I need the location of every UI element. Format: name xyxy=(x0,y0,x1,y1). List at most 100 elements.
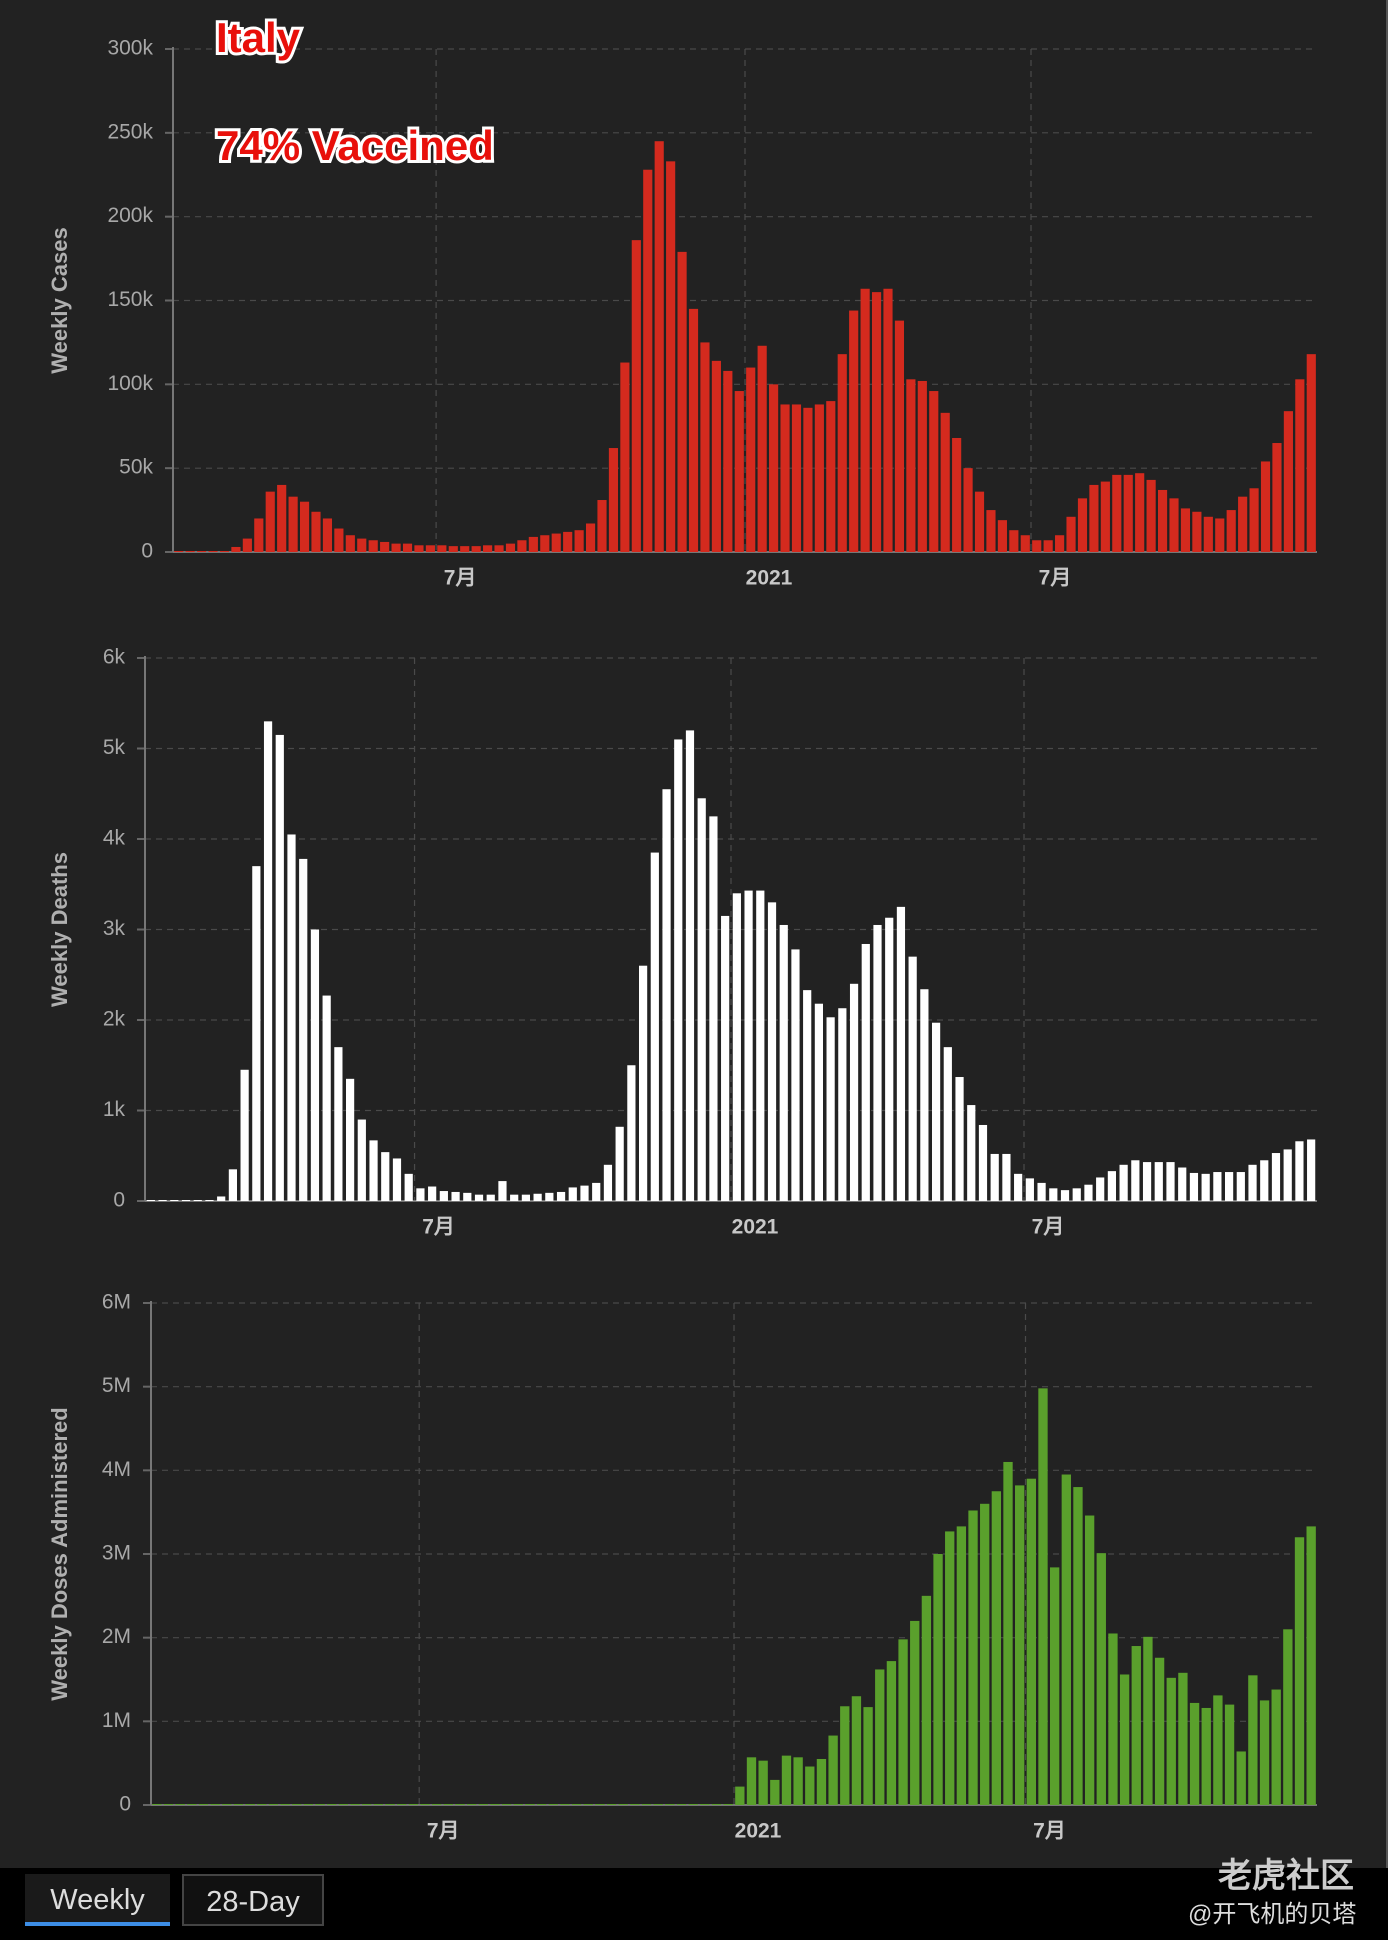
tab-weekly[interactable]: Weekly xyxy=(25,1874,170,1926)
tab-bar: Weekly 28-Day 老虎社区 @开飞机的贝塔 xyxy=(0,1857,1388,1940)
bar xyxy=(943,1047,952,1201)
bar xyxy=(373,1804,384,1805)
bar xyxy=(1096,1553,1106,1805)
bar xyxy=(1249,488,1259,552)
bar xyxy=(551,533,561,552)
bar xyxy=(1146,479,1156,552)
bar xyxy=(734,391,744,552)
bar xyxy=(1055,535,1065,552)
bar xyxy=(955,1077,964,1201)
y-tick-label: 0 xyxy=(141,540,153,563)
bar xyxy=(863,1707,873,1805)
bar xyxy=(805,1766,815,1805)
bar xyxy=(1295,379,1305,552)
bar xyxy=(252,866,261,1201)
bar xyxy=(826,401,836,552)
bar xyxy=(1131,1646,1141,1805)
chart-title: Italy xyxy=(216,14,301,61)
bar xyxy=(597,500,607,552)
bar xyxy=(1060,1190,1070,1201)
bar xyxy=(533,1193,542,1201)
bar xyxy=(265,491,275,552)
bar xyxy=(1131,1160,1140,1201)
bar xyxy=(1154,1657,1165,1805)
bar xyxy=(700,1804,710,1805)
bar xyxy=(385,1804,395,1805)
tab-28-day[interactable]: 28-Day xyxy=(182,1874,324,1926)
bar xyxy=(826,1017,835,1201)
bar xyxy=(986,510,996,552)
bar xyxy=(268,1804,279,1805)
bar xyxy=(345,535,355,552)
bar xyxy=(595,1804,605,1805)
bar xyxy=(1224,1704,1235,1805)
bar xyxy=(875,1669,885,1805)
bar xyxy=(1135,473,1145,552)
bar xyxy=(781,1755,792,1805)
bar xyxy=(723,370,733,552)
bar xyxy=(408,1804,419,1805)
bar xyxy=(451,1191,460,1201)
bar xyxy=(1213,1172,1222,1201)
bar xyxy=(545,1192,554,1201)
bar xyxy=(466,1804,477,1805)
bar xyxy=(322,518,333,552)
bar xyxy=(432,1804,442,1805)
bar xyxy=(322,995,331,1201)
bar xyxy=(478,1804,488,1805)
bar xyxy=(369,1140,378,1201)
bar xyxy=(1236,1751,1246,1805)
y-tick-label: 2M xyxy=(102,1625,131,1648)
bar xyxy=(1213,1695,1223,1805)
bar xyxy=(1112,474,1122,552)
x-tick-label: 2021 xyxy=(746,567,793,590)
charts: 0 50k 100k 150k 200k 250k 300k 7月 2021 7月 Weekly C… xyxy=(0,0,1388,1868)
bar xyxy=(990,1153,999,1201)
chart-subtitle: 74% Vaccined xyxy=(216,122,494,169)
bar xyxy=(510,1194,519,1201)
bar xyxy=(1180,508,1191,552)
bar xyxy=(723,1804,733,1805)
bar xyxy=(828,1735,838,1805)
bar xyxy=(1043,540,1053,552)
y-tick-label: 100k xyxy=(107,372,153,395)
bar xyxy=(303,1804,314,1805)
bar xyxy=(653,1804,663,1805)
bar xyxy=(474,1194,484,1201)
bar xyxy=(443,1804,453,1805)
bar xyxy=(840,1706,850,1805)
y-tick-label: 0 xyxy=(113,1189,125,1212)
bar xyxy=(1089,484,1099,552)
bar xyxy=(505,543,516,552)
bar xyxy=(1272,443,1282,552)
bar xyxy=(152,1804,162,1805)
bar xyxy=(665,1804,675,1805)
bar xyxy=(1009,530,1019,552)
bar xyxy=(1215,518,1225,552)
y-tick-label: 0 xyxy=(119,1793,131,1816)
bar xyxy=(837,354,847,552)
bar xyxy=(494,545,504,552)
bar xyxy=(608,448,619,552)
bar xyxy=(345,1078,355,1201)
bar xyxy=(1283,1149,1292,1201)
y-tick-label: 300k xyxy=(107,37,153,60)
bar xyxy=(1049,1567,1060,1805)
bar xyxy=(1073,1487,1083,1805)
bar xyxy=(871,292,882,552)
y-axis-title: Weekly Deaths xyxy=(47,852,72,1007)
bar xyxy=(486,1194,495,1201)
bar xyxy=(606,1804,617,1805)
bar xyxy=(641,1804,652,1805)
bar xyxy=(170,1200,179,1201)
bar xyxy=(885,917,894,1201)
bar xyxy=(1260,1160,1269,1201)
bar xyxy=(288,496,298,552)
bar xyxy=(517,540,527,552)
bar xyxy=(1077,498,1088,552)
bar xyxy=(1108,1633,1118,1805)
bar xyxy=(311,511,321,552)
y-tick-label: 50k xyxy=(119,456,153,479)
x-tick-label: 7月 xyxy=(427,1820,460,1843)
bar xyxy=(1283,1629,1293,1805)
